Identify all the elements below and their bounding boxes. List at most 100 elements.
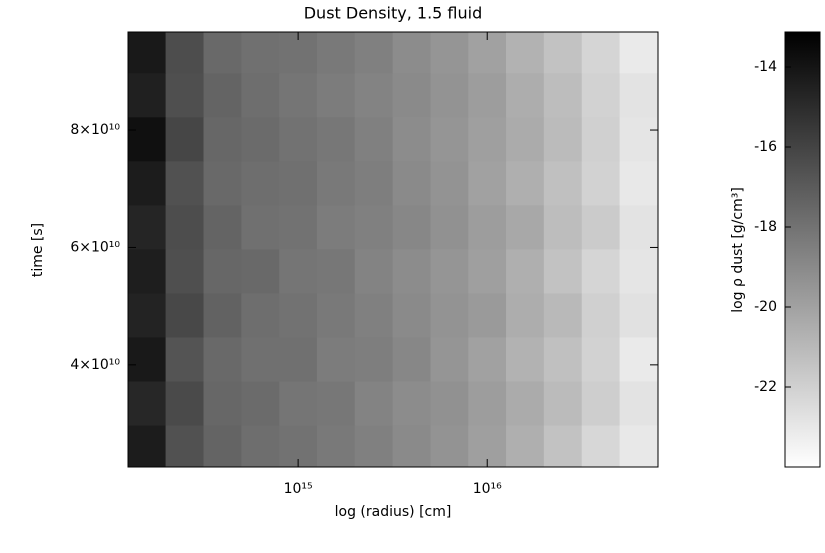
heatmap-cell (581, 116, 621, 162)
heatmap-cell (241, 292, 280, 338)
heatmap-cell (619, 292, 659, 338)
heatmap-cell (279, 248, 318, 294)
heatmap-cell (128, 204, 167, 250)
heatmap-cell (203, 116, 242, 162)
heatmap-cell (619, 425, 659, 468)
heatmap-cell (279, 336, 318, 382)
heatmap-cell (581, 32, 621, 74)
heatmap-cell (128, 72, 167, 118)
heatmap-cell (543, 72, 583, 118)
heatmap-cell (128, 116, 167, 162)
heatmap-cell (543, 336, 583, 382)
colorbar (784, 31, 821, 468)
colorbar-tick-label: -14 (754, 59, 777, 75)
heatmap-cell (203, 32, 242, 74)
heatmap-cell (468, 72, 507, 118)
heatmap-cell (506, 72, 545, 118)
heatmap-cell (203, 72, 242, 118)
heatmap-cell (543, 380, 583, 426)
plot-frame (127, 31, 659, 468)
y-axis-label: time [s] (30, 223, 46, 277)
heatmap-cell (241, 32, 280, 74)
heatmap-cell (316, 292, 356, 338)
heatmap-cell (619, 72, 659, 118)
heatmap-cell (392, 72, 431, 118)
colorbar-tick-label: -18 (754, 219, 777, 235)
heatmap-cell (506, 425, 545, 468)
heatmap-cell (316, 336, 356, 382)
heatmap-cell (581, 160, 621, 206)
heatmap-cell (128, 160, 167, 206)
heatmap-cell (241, 336, 280, 382)
y-tick-label: 6×10¹⁰ (70, 239, 120, 255)
heatmap-cell (430, 160, 469, 206)
heatmap-cell (316, 72, 356, 118)
heatmap-cell (354, 248, 394, 294)
heatmap-cell (392, 336, 431, 382)
heatmap-cell (128, 336, 167, 382)
heatmap-cell (392, 248, 431, 294)
y-tick-label: 4×10¹⁰ (70, 357, 120, 373)
heatmap-cell (392, 32, 431, 74)
heatmap-cell (468, 160, 507, 206)
heatmap-cell (430, 248, 469, 294)
heatmap-cell (354, 380, 394, 426)
heatmap-cell (316, 160, 356, 206)
heatmap-cell (430, 116, 469, 162)
heatmap-cell (581, 248, 621, 294)
heatmap-cell (128, 248, 167, 294)
heatmap-cell (581, 336, 621, 382)
heatmap-cell (619, 248, 659, 294)
heatmap-cell (430, 425, 469, 468)
heatmap-cell (430, 204, 469, 250)
heatmap-cell (354, 160, 394, 206)
heatmap-cell (543, 116, 583, 162)
heatmap-cell (506, 336, 545, 382)
heatmap-cell (128, 380, 167, 426)
heatmap-cell (203, 336, 242, 382)
heatmap-cell (619, 204, 659, 250)
heatmap-cell (203, 204, 242, 250)
heatmap-cell (543, 292, 583, 338)
heatmap-cell (392, 160, 431, 206)
heatmap-cell (468, 380, 507, 426)
heatmap-cell (279, 72, 318, 118)
heatmap-cell (241, 248, 280, 294)
colorbar-label: log ρ dust [g/cm³] (730, 187, 746, 313)
heatmap-cell (203, 380, 242, 426)
heatmap-cell (316, 248, 356, 294)
heatmap-cell (619, 32, 659, 74)
heatmap-cell (279, 380, 318, 426)
heatmap-cell (316, 32, 356, 74)
heatmap-cell (354, 32, 394, 74)
heatmap-cell (128, 425, 167, 468)
heatmap (128, 32, 659, 468)
heatmap-cell (506, 292, 545, 338)
heatmap-cell (316, 204, 356, 250)
heatmap-cell (165, 32, 205, 74)
x-axis-label: log (radius) [cm] (335, 504, 452, 520)
x-tick-label: 10¹⁵ (284, 481, 313, 497)
colorbar-tick-label: -20 (754, 299, 777, 315)
heatmap-cell (354, 336, 394, 382)
heatmap-cell (279, 160, 318, 206)
heatmap-cell (392, 204, 431, 250)
heatmap-cell (430, 380, 469, 426)
heatmap-cell (203, 292, 242, 338)
heatmap-cell (165, 336, 205, 382)
heatmap-cell (543, 32, 583, 74)
heatmap-cell (203, 248, 242, 294)
heatmap-cell (543, 248, 583, 294)
x-tick-label: 10¹⁶ (473, 481, 502, 497)
heatmap-cell (430, 336, 469, 382)
heatmap-cell (165, 160, 205, 206)
heatmap-cell (279, 204, 318, 250)
heatmap-cell (128, 32, 167, 74)
heatmap-cell (165, 292, 205, 338)
heatmap-cell (506, 248, 545, 294)
heatmap-cell (581, 425, 621, 468)
y-tick-label: 8×10¹⁰ (70, 122, 120, 138)
heatmap-cell (581, 72, 621, 118)
colorbar-tick-label: -22 (754, 379, 777, 395)
